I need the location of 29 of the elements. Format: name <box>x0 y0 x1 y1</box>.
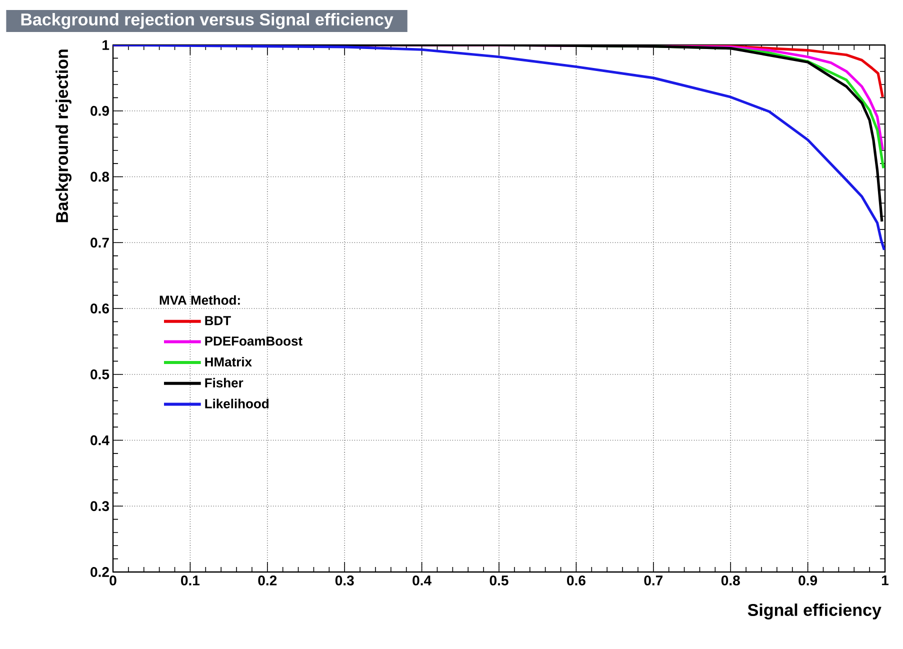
chart-title: Background rejection versus Signal efficiency <box>21 13 394 29</box>
x-axis-title: Signal efficiency <box>748 604 882 620</box>
legend-label: HMatrix <box>205 357 252 367</box>
x-tick-label: 0.9 <box>798 576 818 586</box>
x-tick-label: 0.5 <box>490 576 508 586</box>
legend-label: Fisher <box>205 378 244 388</box>
x-tick-label: 0 <box>110 576 116 586</box>
y-tick-label: 0.9 <box>90 106 109 116</box>
y-tick-label: 1 <box>102 40 110 50</box>
y-tick-label: 0.6 <box>90 304 109 314</box>
legend-title: MVA Method: <box>160 295 240 305</box>
y-tick-label: 0.3 <box>90 501 109 512</box>
x-tick-label: 0.2 <box>258 576 277 586</box>
y-tick-label: 0.8 <box>90 172 110 182</box>
x-tick-label: 0.1 <box>181 576 200 586</box>
legend-label: Likelihood <box>205 398 268 408</box>
x-tick-label: 0.6 <box>567 576 586 586</box>
x-tick-label: 0.8 <box>721 576 740 586</box>
x-tick-label: 0.3 <box>335 576 354 586</box>
y-tick-label: 0.4 <box>90 435 110 446</box>
x-tick-label: 0.4 <box>412 576 432 586</box>
y-tick-label: 0.7 <box>90 238 109 248</box>
x-tick-label: 0.7 <box>644 576 663 586</box>
y-tick-label: 0.5 <box>90 369 110 380</box>
y-axis-title: Background rejection <box>56 50 72 222</box>
x-tick-label: 1 <box>882 576 889 586</box>
legend-label: BDT <box>205 316 231 326</box>
y-tick-label: 0.2 <box>90 567 109 577</box>
legend-label: PDEFoamBoost <box>205 336 302 346</box>
